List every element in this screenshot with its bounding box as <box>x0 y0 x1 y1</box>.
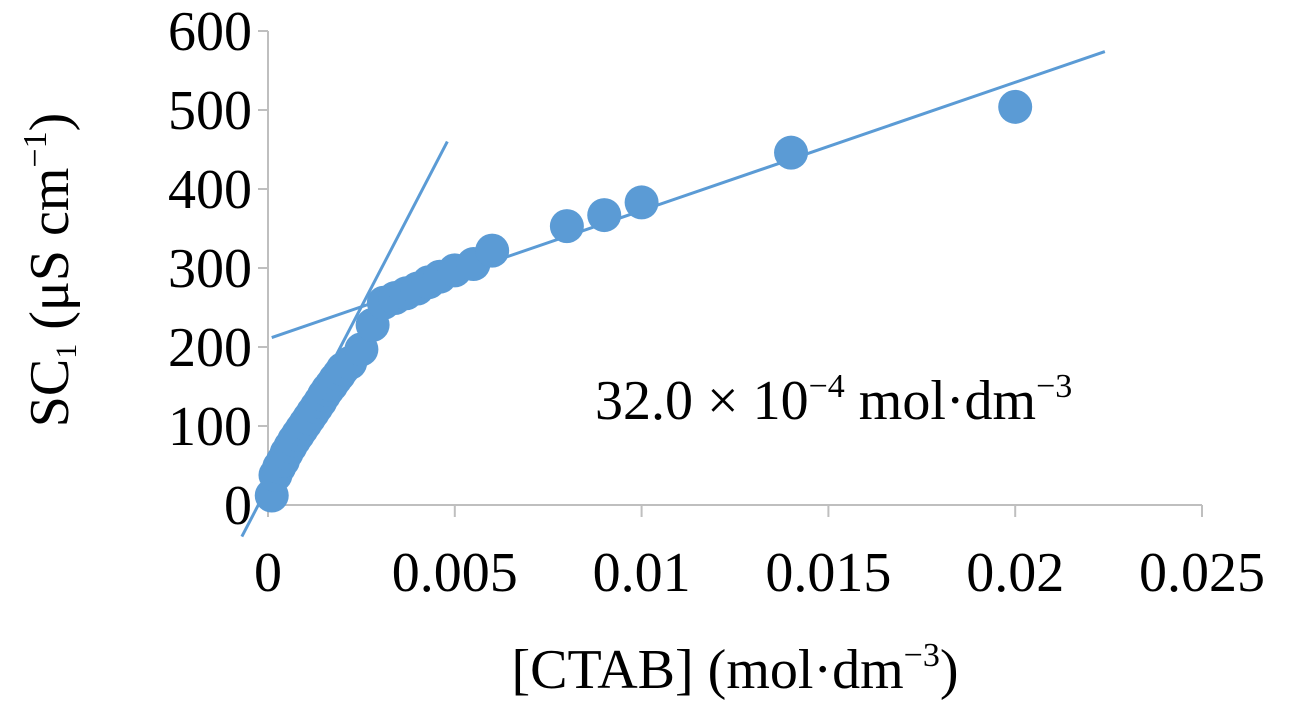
data-point <box>549 209 584 244</box>
x-tick-label: 0.025 <box>1139 542 1265 604</box>
y-axis-title-unit: (μS cm <box>19 168 81 344</box>
x-tick-label: 0.01 <box>593 542 691 604</box>
x-axis-title-close: ) <box>940 639 959 701</box>
y-axis-title-exponent: −1 <box>17 131 54 167</box>
x-tick-label: 0.005 <box>392 542 518 604</box>
cmc-annotation-main: 32.0 × 10 <box>595 370 809 432</box>
data-point <box>587 198 622 233</box>
axes <box>258 30 1203 517</box>
data-point <box>998 89 1033 124</box>
x-tick-label: 0 <box>254 542 282 604</box>
y-tick-label: 500 <box>168 80 252 142</box>
x-tick-label: 0.02 <box>966 542 1064 604</box>
y-axis-title-base: SC <box>19 359 81 428</box>
data-point <box>624 185 659 220</box>
y-tick-label: 600 <box>168 1 252 63</box>
data-point <box>774 135 809 170</box>
y-axis-title: SC1 (μS cm−1) <box>17 113 83 428</box>
y-axis-title-close: ) <box>19 113 81 132</box>
y-tick-label: 400 <box>168 159 252 221</box>
cmc-annotation-exponent: −4 <box>809 368 845 405</box>
x-axis-title-main: [CTAB] (mol·dm <box>512 639 904 701</box>
y-axis-title-subscript: 1 <box>50 344 83 359</box>
cmc-annotation: 32.0 × 10−4 mol·dm−3 <box>595 368 1072 432</box>
x-axis-title: [CTAB] (mol·dm−3) <box>512 637 959 701</box>
y-tick-label: 100 <box>168 396 252 458</box>
y-tick-label: 0 <box>224 475 252 537</box>
tick-labels: 0 100 200 300 400 500 600 0 0.005 0.01 0.015 0.02 0.… <box>168 1 1265 604</box>
data-markers <box>254 89 1033 513</box>
cmc-annotation-exponent-2: −3 <box>1036 368 1072 405</box>
y-tick-label: 300 <box>168 238 252 300</box>
x-tick-label: 0.015 <box>765 542 891 604</box>
x-axis-title-exponent: −3 <box>904 637 940 674</box>
y-tick-label: 200 <box>168 317 252 379</box>
cmc-annotation-unit: mol·dm <box>845 370 1036 432</box>
data-point <box>475 233 510 268</box>
